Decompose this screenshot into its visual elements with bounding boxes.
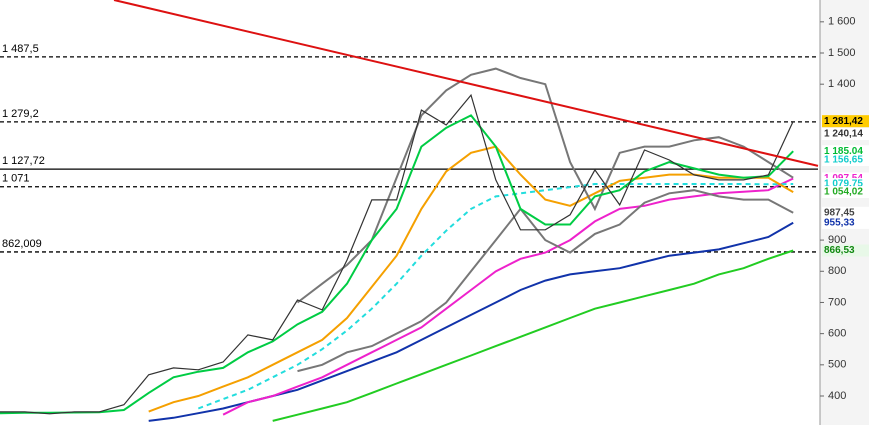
price-tag [822, 244, 869, 257]
price-tag [822, 154, 869, 167]
level-label: 1 127,72 [2, 155, 45, 167]
y-tick-label: 600 [828, 328, 846, 340]
price-tag-label: 1 240,14 [824, 129, 863, 140]
price-tag [822, 206, 869, 219]
series-line [0, 93, 794, 415]
price-tag-label: 866,53 [824, 245, 855, 256]
price-tag [822, 186, 869, 199]
price-tag [822, 216, 869, 229]
y-tick-label: 1 400 [828, 78, 856, 90]
series-line [222, 177, 794, 416]
series-line [272, 249, 794, 422]
series-line [297, 189, 794, 373]
series-line [0, 114, 794, 415]
level-label: 862,009 [2, 238, 42, 250]
y-tick-label: 1 500 [828, 47, 856, 59]
y-tick-label: 400 [828, 390, 846, 402]
level-label: 1 487,5 [2, 43, 39, 55]
series-line [296, 67, 794, 304]
price-tag-label: 1 079,75 [824, 179, 863, 190]
series-line [148, 145, 794, 413]
price-tag-label: 1 185,04 [824, 146, 863, 157]
y-tick-label: 700 [828, 296, 846, 308]
trendline [113, 0, 819, 167]
price-tag-label: 1 156,65 [824, 155, 863, 166]
level-label: 1 279,2 [2, 108, 39, 120]
y-tick-label: 500 [828, 359, 846, 371]
price-tag-label: 955,33 [824, 217, 855, 228]
series-line [197, 183, 794, 410]
price-tag-label: 987,45 [824, 207, 855, 218]
price-tag [822, 128, 869, 141]
y-tick-label: 900 [828, 234, 846, 246]
y-tick-label: 1 600 [828, 16, 856, 28]
y-tick-label: 800 [828, 265, 846, 277]
price-tag-label: 1 281,42 [824, 116, 863, 127]
level-label: 1 071 [2, 173, 30, 185]
price-tag [822, 115, 869, 128]
price-tag-label: 1 054,02 [824, 187, 863, 198]
